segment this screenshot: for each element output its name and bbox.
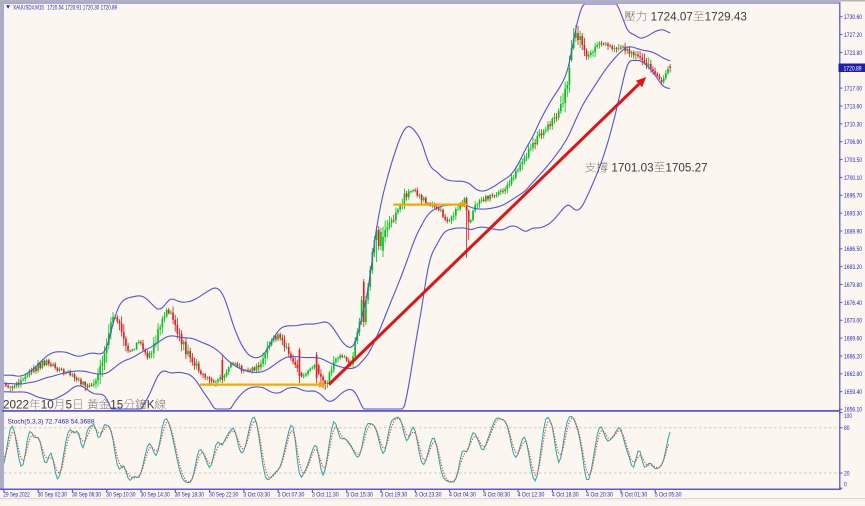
svg-text:0: 0 [844,482,847,489]
svg-text:1705.27: 1705.27 [665,162,707,175]
svg-text:29 Sep 2022: 29 Sep 2022 [3,491,30,498]
svg-text:1662.80: 1662.80 [844,371,862,378]
svg-text:4 Oct 16:30: 4 Oct 16:30 [552,491,579,498]
svg-text:30 Sep 06:30: 30 Sep 06:30 [72,491,101,498]
svg-text:4 Oct 08:30: 4 Oct 08:30 [483,491,510,498]
svg-text:3 Oct 19:30: 3 Oct 19:30 [381,491,408,498]
svg-text:1720.30: 1720.30 [83,5,100,12]
svg-text:1669.60: 1669.60 [844,336,862,343]
svg-text:1700.10: 1700.10 [844,175,862,182]
svg-text:1720.89: 1720.89 [844,65,862,72]
svg-text:1659.40: 1659.40 [844,389,862,396]
svg-text:1701.03: 1701.03 [611,162,653,175]
svg-text:10: 10 [41,399,55,412]
svg-text:1713.60: 1713.60 [844,103,862,110]
svg-text:1717.00: 1717.00 [844,86,862,93]
svg-text:30 Sep 18:30: 30 Sep 18:30 [175,491,204,498]
svg-text:1666.20: 1666.20 [844,353,862,360]
svg-text:1727.20: 1727.20 [844,32,862,39]
svg-text:1693.30: 1693.30 [844,211,862,218]
svg-text:30 Sep 10:30: 30 Sep 10:30 [106,491,135,498]
svg-text:XAUUSD#,M15: XAUUSD#,M15 [13,5,44,12]
svg-text:1683.20: 1683.20 [844,264,862,271]
svg-text:4 Oct 12:30: 4 Oct 12:30 [518,491,545,498]
svg-text:1673.00: 1673.00 [844,318,862,325]
svg-text:4 Oct 20:30: 4 Oct 20:30 [586,491,613,498]
svg-text:1676.40: 1676.40 [844,300,862,307]
svg-text:1703.50: 1703.50 [844,157,862,164]
svg-text:1689.90: 1689.90 [844,228,862,235]
svg-text:1729.43: 1729.43 [705,10,747,23]
svg-text:5 Oct 01:30: 5 Oct 01:30 [620,491,647,498]
svg-text:20: 20 [844,470,850,477]
svg-text:1723.80: 1723.80 [844,50,862,57]
svg-text:1706.90: 1706.90 [844,139,862,146]
svg-text:1686.50: 1686.50 [844,246,862,253]
svg-text:1696.70: 1696.70 [844,193,862,200]
svg-text:1710.30: 1710.30 [844,121,862,128]
svg-text:5 Oct 05:30: 5 Oct 05:30 [655,491,682,498]
svg-text:1720.91: 1720.91 [65,5,82,12]
svg-text:30 Sep 22:30: 30 Sep 22:30 [209,491,238,498]
svg-text:100: 100 [844,413,852,420]
svg-text:3 Oct 15:30: 3 Oct 15:30 [346,491,373,498]
svg-text:4 Oct 04:30: 4 Oct 04:30 [449,491,476,498]
svg-text:1720.89: 1720.89 [101,5,118,12]
svg-text:3 Oct 23:30: 3 Oct 23:30 [415,491,442,498]
svg-text:3 Oct 07:30: 3 Oct 07:30 [278,491,305,498]
svg-text:Stoch(5,3,3) 72.7468 54.3688: Stoch(5,3,3) 72.7468 54.3688 [8,418,95,425]
svg-text:15: 15 [110,399,124,412]
svg-text:1724.07: 1724.07 [651,10,693,23]
svg-text:1730.60: 1730.60 [844,14,862,21]
svg-text:30 Sep 14:30: 30 Sep 14:30 [141,491,170,498]
svg-text:80: 80 [844,425,850,432]
svg-text:1720.54: 1720.54 [47,5,64,12]
svg-text:30 Sep 02:30: 30 Sep 02:30 [38,491,67,498]
svg-text:2022: 2022 [3,399,29,412]
svg-text:K: K [147,399,155,412]
svg-text:3 Oct 03:30: 3 Oct 03:30 [243,491,270,498]
svg-text:5: 5 [65,399,72,412]
svg-text:1679.80: 1679.80 [844,282,862,289]
svg-text:3 Oct 11:30: 3 Oct 11:30 [312,491,339,498]
